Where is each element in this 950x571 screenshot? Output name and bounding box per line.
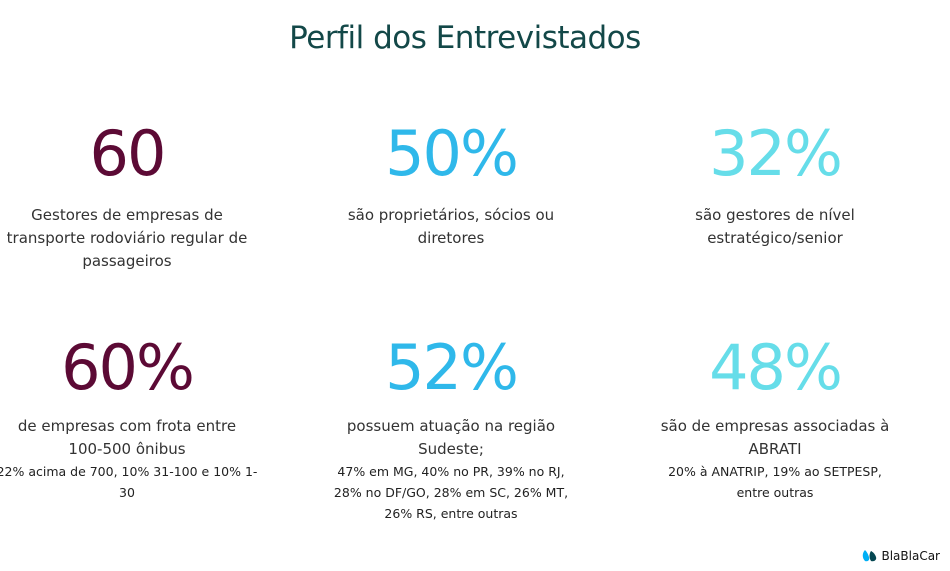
stat-card-nivel-estrategico: 32% são gestores de nível estratégico/se… (640, 122, 910, 250)
stat-value: 60% (61, 331, 195, 404)
stat-detail: 20% à ANATRIP, 19% ao SETPESP, entre out… (668, 464, 882, 500)
stat-value: 32% (709, 117, 843, 190)
blablacar-logo-icon (863, 550, 877, 562)
stat-description: são de empresas associadas à ABRATI (660, 417, 890, 458)
stat-description: são gestores de nível estratégico/senior (695, 206, 855, 247)
stat-value: 50% (385, 117, 519, 190)
logo-text: BlaBlaCar (881, 549, 940, 563)
stat-card-associadas: 48% são de empresas associadas à ABRATI … (640, 336, 910, 503)
stat-value: 60 (89, 117, 167, 190)
stat-description: são proprietários, sócios ou diretores (347, 206, 555, 247)
stat-card-proprietarios: 50% são proprietários, sócios ou diretor… (316, 122, 586, 250)
blablacar-logo: BlaBlaCar (862, 549, 940, 563)
stat-card-regiao: 52% possuem atuação na região Sudeste; 4… (316, 336, 586, 524)
stat-value: 48% (709, 331, 843, 404)
stat-card-frota: 60% de empresas com frota entre 100-500 … (0, 336, 262, 503)
stat-description: possuem atuação na região Sudeste; (346, 417, 556, 458)
stat-description: Gestores de empresas de transporte rodov… (6, 206, 248, 270)
stat-value: 52% (385, 331, 519, 404)
stat-detail: 47% em MG, 40% no PR, 39% no RJ, 28% no … (333, 464, 569, 521)
stat-detail: 22% acima de 700, 10% 31-100 e 10% 1-30 (0, 464, 258, 500)
stat-description: de empresas com frota entre 100-500 ônib… (17, 417, 237, 458)
stat-card-gestores: 60 Gestores de empresas de transporte ro… (0, 122, 262, 273)
page-title: Perfil dos Entrevistados (289, 20, 641, 56)
